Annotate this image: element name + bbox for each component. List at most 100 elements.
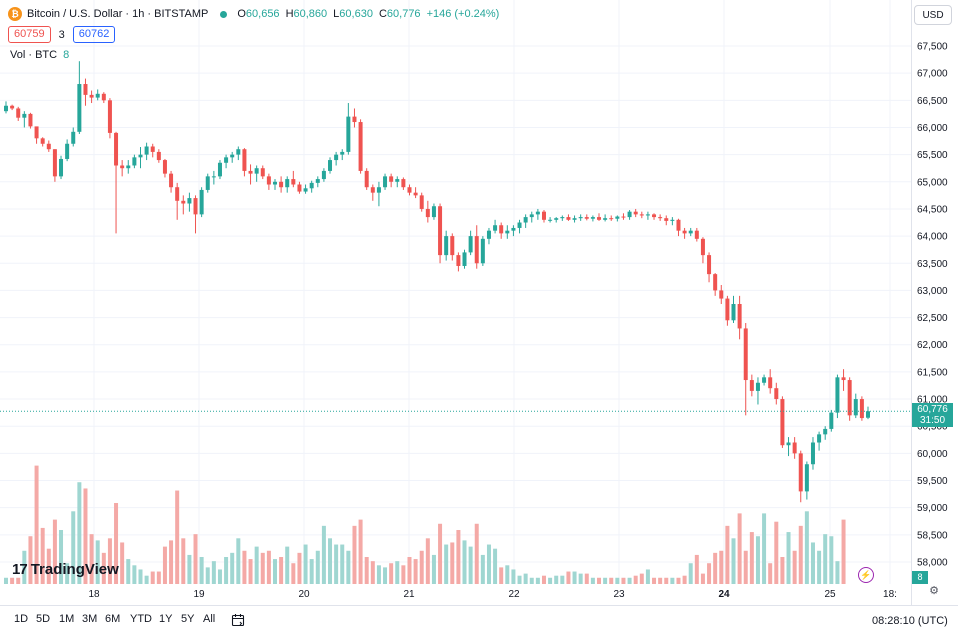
candle-body (59, 158, 64, 177)
candle-body (395, 179, 400, 182)
symbol-legend[interactable]: ₿ Bitcoin / U.S. Dollar · 1h · BITSTAMP … (8, 7, 499, 21)
time-tick-label: 20 (298, 589, 310, 600)
close-value: 60,776 (386, 8, 421, 20)
candlesticks (4, 61, 870, 503)
volume-bar (462, 540, 467, 584)
candle-body (639, 214, 644, 216)
volume-bar (480, 554, 485, 584)
volume-bar (291, 563, 296, 584)
range-3m-button[interactable]: 3M (82, 613, 98, 625)
volume-legend[interactable]: Vol · BTC 8 (10, 49, 69, 61)
volume-bar (34, 465, 39, 584)
candle-body (713, 274, 718, 291)
range-6m-button[interactable]: 6M (105, 613, 121, 625)
volume-bar (181, 538, 186, 584)
lightning-bolt-icon[interactable]: ⚡ (858, 567, 874, 583)
candle-body (303, 188, 308, 192)
candle-body (376, 187, 381, 193)
volume-bar (16, 577, 21, 584)
candle-body (597, 217, 602, 220)
open-value: 60,656 (245, 8, 280, 20)
buy-price-button[interactable]: 60762 (72, 26, 116, 43)
candle-body (236, 149, 241, 155)
volume-bar (254, 546, 259, 584)
utc-clock[interactable]: 08:28:10 (UTC) (872, 615, 948, 627)
candle-body (169, 173, 174, 188)
candle-body (780, 399, 785, 446)
range-1m-button[interactable]: 1M (59, 613, 75, 625)
volume-bar (383, 567, 388, 584)
volume-bar (731, 538, 736, 584)
volume-tag: 8 (912, 571, 928, 584)
chart-grid (0, 0, 911, 584)
candle-body (279, 181, 284, 188)
candle-body (175, 187, 180, 201)
volume-bar (597, 577, 602, 584)
volume-bar (248, 559, 253, 584)
volume-bar (352, 525, 357, 584)
volume-bar (401, 565, 406, 584)
volume-bar (83, 488, 88, 584)
candle-body (370, 187, 375, 193)
candle-body (480, 238, 485, 264)
spread-value: 3 (58, 28, 65, 41)
candle-body (181, 200, 186, 204)
range-1d-button[interactable]: 1D (14, 613, 29, 625)
candle-body (725, 298, 730, 321)
range-5d-button[interactable]: 5D (36, 613, 51, 625)
volume-bar (670, 577, 675, 584)
candle-body (835, 377, 840, 413)
gear-icon[interactable]: ⚙ (929, 584, 939, 597)
range-5y-button[interactable]: 5Y (181, 613, 195, 625)
candle-body (578, 217, 583, 219)
candle-body (847, 380, 852, 416)
tradingview-logo-text: TradingView (30, 561, 119, 578)
symbol-title[interactable]: Bitcoin / U.S. Dollar · 1h · BITSTAMP (27, 8, 209, 20)
volume-bar (95, 540, 100, 584)
price-tick-label: 66,500 (917, 96, 948, 107)
volume-bar (71, 511, 76, 584)
candle-body (248, 170, 253, 174)
volume-bar (224, 557, 229, 584)
volume-bar (114, 503, 119, 584)
volume-bar (303, 544, 308, 584)
candle-body (187, 198, 192, 204)
candle-body (474, 236, 479, 264)
candle-body (193, 198, 198, 215)
candle-body (810, 442, 815, 465)
candle-body (438, 206, 443, 256)
price-tick-label: 61,500 (917, 367, 948, 378)
candle-body (493, 225, 498, 231)
volume-bar (762, 513, 767, 584)
volume-bar (328, 538, 333, 584)
candle-body (22, 113, 27, 118)
time-axis: 18 19 20 21 22 23 24 25 18: (88, 589, 897, 600)
sell-price-button[interactable]: 60759 (8, 26, 51, 43)
candle-body (517, 222, 522, 228)
volume-bar (804, 511, 809, 584)
volume-bar (786, 532, 791, 584)
candle-body (401, 179, 406, 188)
volume-bar (450, 542, 455, 584)
volume-bar (169, 540, 174, 584)
volume-bar (774, 521, 779, 584)
volume-bar (425, 538, 430, 584)
price-tick-label: 59,000 (917, 503, 948, 514)
range-1y-button[interactable]: 1Y (159, 613, 173, 625)
calendar-icon[interactable] (231, 613, 245, 627)
candle-body (71, 131, 76, 144)
range-ytd-button[interactable]: YTD (130, 613, 152, 625)
range-all-button[interactable]: All (203, 613, 216, 625)
candle-body (156, 151, 161, 161)
candle-body (217, 162, 222, 177)
volume-bar (578, 573, 583, 584)
volume-bar (719, 550, 724, 584)
volume-bar (22, 550, 27, 584)
candle-body (254, 168, 259, 174)
tradingview-logo[interactable]: 17 TradingView (12, 561, 119, 578)
candle-body (486, 230, 491, 239)
candle-body (627, 211, 632, 218)
currency-button[interactable]: USD (914, 5, 952, 25)
volume-bar (835, 561, 840, 584)
